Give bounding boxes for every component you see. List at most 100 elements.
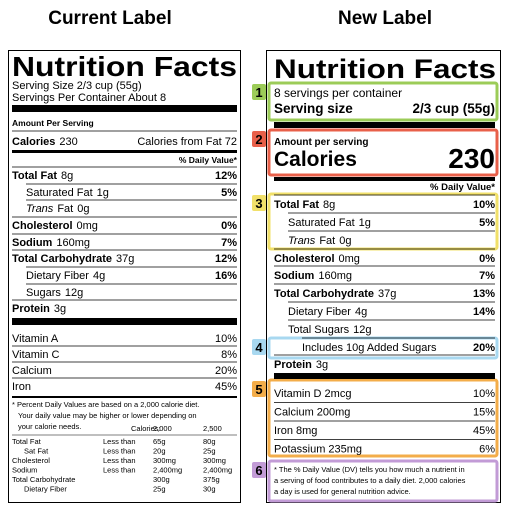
- nutrient-amount: 12g: [353, 324, 371, 336]
- table-cell: 25g: [153, 485, 166, 494]
- nutrient-name: Saturated Fat: [26, 187, 93, 199]
- footnote: your calorie needs.: [18, 422, 81, 431]
- footnote: a serving of food contributes to a daily…: [274, 476, 466, 485]
- nutrient-row: Protein 3g: [12, 303, 66, 315]
- thick-bar: [12, 105, 237, 112]
- table-cell: Sodium: [12, 466, 37, 475]
- vitamin-dv: 15%: [473, 407, 495, 419]
- daily-value: 7%: [479, 270, 495, 282]
- table-cell: Less than: [103, 437, 136, 446]
- nutrient-row: Dietary Fiber 4g: [26, 270, 105, 282]
- nutrient-row: Total Carbohydrate 37g: [274, 288, 396, 300]
- table-header: 2,500: [203, 424, 222, 433]
- nutrient-name: Protein: [274, 359, 312, 371]
- daily-value: 12%: [215, 253, 237, 265]
- table-header: Calories:: [131, 424, 161, 433]
- table-cell: 65g: [153, 437, 166, 446]
- highlight-box: [267, 128, 499, 177]
- nutrient-row: Protein 3g: [274, 359, 328, 371]
- nutrient-name: Total Fat: [274, 199, 319, 211]
- footnote: a day is used for general nutrition advi…: [274, 487, 411, 496]
- table-cell: Less than: [103, 466, 136, 475]
- table-cell: 25g: [203, 447, 216, 456]
- nutrient-name: Sodium: [12, 237, 53, 249]
- thick-bar: [274, 122, 495, 128]
- vitamin-name: Iron: [12, 381, 31, 393]
- thick-bar: [12, 150, 237, 153]
- table-cell: 2,400mg: [203, 466, 232, 475]
- vitamin-dv: 45%: [473, 425, 495, 437]
- vitamin-name: Potassium 235mg: [274, 444, 362, 456]
- table-cell: Less than: [103, 447, 136, 456]
- nutrient-name: Dietary Fiber: [288, 306, 351, 318]
- servings: 8 servings per container: [274, 86, 402, 100]
- daily-value: 7%: [221, 237, 237, 249]
- daily-value: 5%: [479, 217, 495, 229]
- badge: [252, 462, 266, 478]
- vitamin-name: Calcium 200mg: [274, 407, 350, 419]
- nutrient-amount: 3g: [316, 359, 328, 371]
- badge-number: 1: [255, 85, 262, 100]
- daily-value: 13%: [473, 288, 495, 300]
- daily-value: 14%: [473, 306, 495, 318]
- left-frame: [8, 50, 241, 503]
- heading: Current Label: [48, 8, 172, 29]
- thick-bar: [274, 373, 495, 379]
- servings: Servings Per Container About 8: [12, 92, 166, 104]
- badge-number: 4: [255, 340, 263, 355]
- dv-header: % Daily Value*: [179, 155, 238, 165]
- table-cell: 300mg: [153, 456, 176, 465]
- vitamin-name: Calcium: [12, 365, 52, 377]
- vitamin-name: Vitamin A: [12, 333, 59, 345]
- badge-number: 6: [255, 463, 262, 478]
- table-cell: Total Carbohydrate: [12, 475, 75, 484]
- nutrient-row: Sodium 160mg: [274, 270, 352, 282]
- badge-number: 2: [255, 132, 262, 147]
- nutrient-row: Trans Fat 0g: [26, 203, 89, 215]
- table-cell: Less than: [103, 456, 136, 465]
- nutrient-row: Total Carbohydrate 37g: [12, 253, 134, 265]
- calories-value: 230: [59, 136, 77, 148]
- badge-number: 5: [255, 382, 262, 397]
- table-cell: 300mg: [203, 456, 226, 465]
- nutrient-name: Total Carbohydrate: [274, 288, 374, 300]
- nutrient-row: Dietary Fiber 4g: [288, 306, 367, 318]
- vitamin-dv: 10%: [215, 333, 237, 345]
- footnote: * The % Daily Value (DV) tells you how m…: [274, 465, 465, 474]
- nutrient-row: Cholesterol 0mg: [12, 220, 98, 232]
- daily-value: 0%: [479, 253, 495, 265]
- badge: [252, 339, 266, 355]
- nutrient-row: Includes 10g Added Sugars: [302, 342, 437, 354]
- nutrient-name: Total Carbohydrate: [12, 253, 112, 265]
- table-cell: Cholesterol: [12, 456, 50, 465]
- vitamin-dv: 8%: [221, 349, 237, 361]
- daily-value: 16%: [215, 270, 237, 282]
- vitamin-name: Vitamin D 2mcg: [274, 388, 351, 400]
- serving-size-value: 2/3 cup (55g): [412, 101, 495, 116]
- table-cell: Sat Fat: [24, 447, 49, 456]
- nutrient-amount: 8g: [61, 170, 73, 182]
- vitamin-dv: 10%: [473, 388, 495, 400]
- nutrient-row: Total Fat 8g: [274, 199, 335, 211]
- nutrient-row: Trans Fat 0g: [288, 235, 351, 247]
- vitamin-dv: 45%: [215, 381, 237, 393]
- nutrient-amount: 0mg: [77, 220, 98, 232]
- table-cell: 375g: [203, 475, 220, 484]
- vitamin-dv: 20%: [215, 365, 237, 377]
- vitamin-name: Iron 8mg: [274, 425, 317, 437]
- nutrient-row: Total Fat 8g: [12, 170, 73, 182]
- nutrient-row: Saturated Fat 1g: [288, 217, 371, 229]
- label-title: Nutrition Facts: [274, 54, 496, 84]
- daily-value: 0%: [221, 220, 237, 232]
- nutrient-row: Sodium 160mg: [12, 237, 90, 249]
- table-cell: Dietary Fiber: [24, 485, 67, 494]
- calories-label: Calories: [12, 136, 55, 148]
- badge-number: 3: [255, 196, 262, 211]
- calories-row: Calories 230: [12, 136, 78, 148]
- nutrient-name: Fat: [319, 235, 335, 247]
- nutrient-amount: 0g: [339, 235, 351, 247]
- vitamin-name: Vitamin C: [12, 349, 60, 361]
- badge: [252, 131, 266, 147]
- amount-per-serving: Amount Per Serving: [12, 118, 94, 128]
